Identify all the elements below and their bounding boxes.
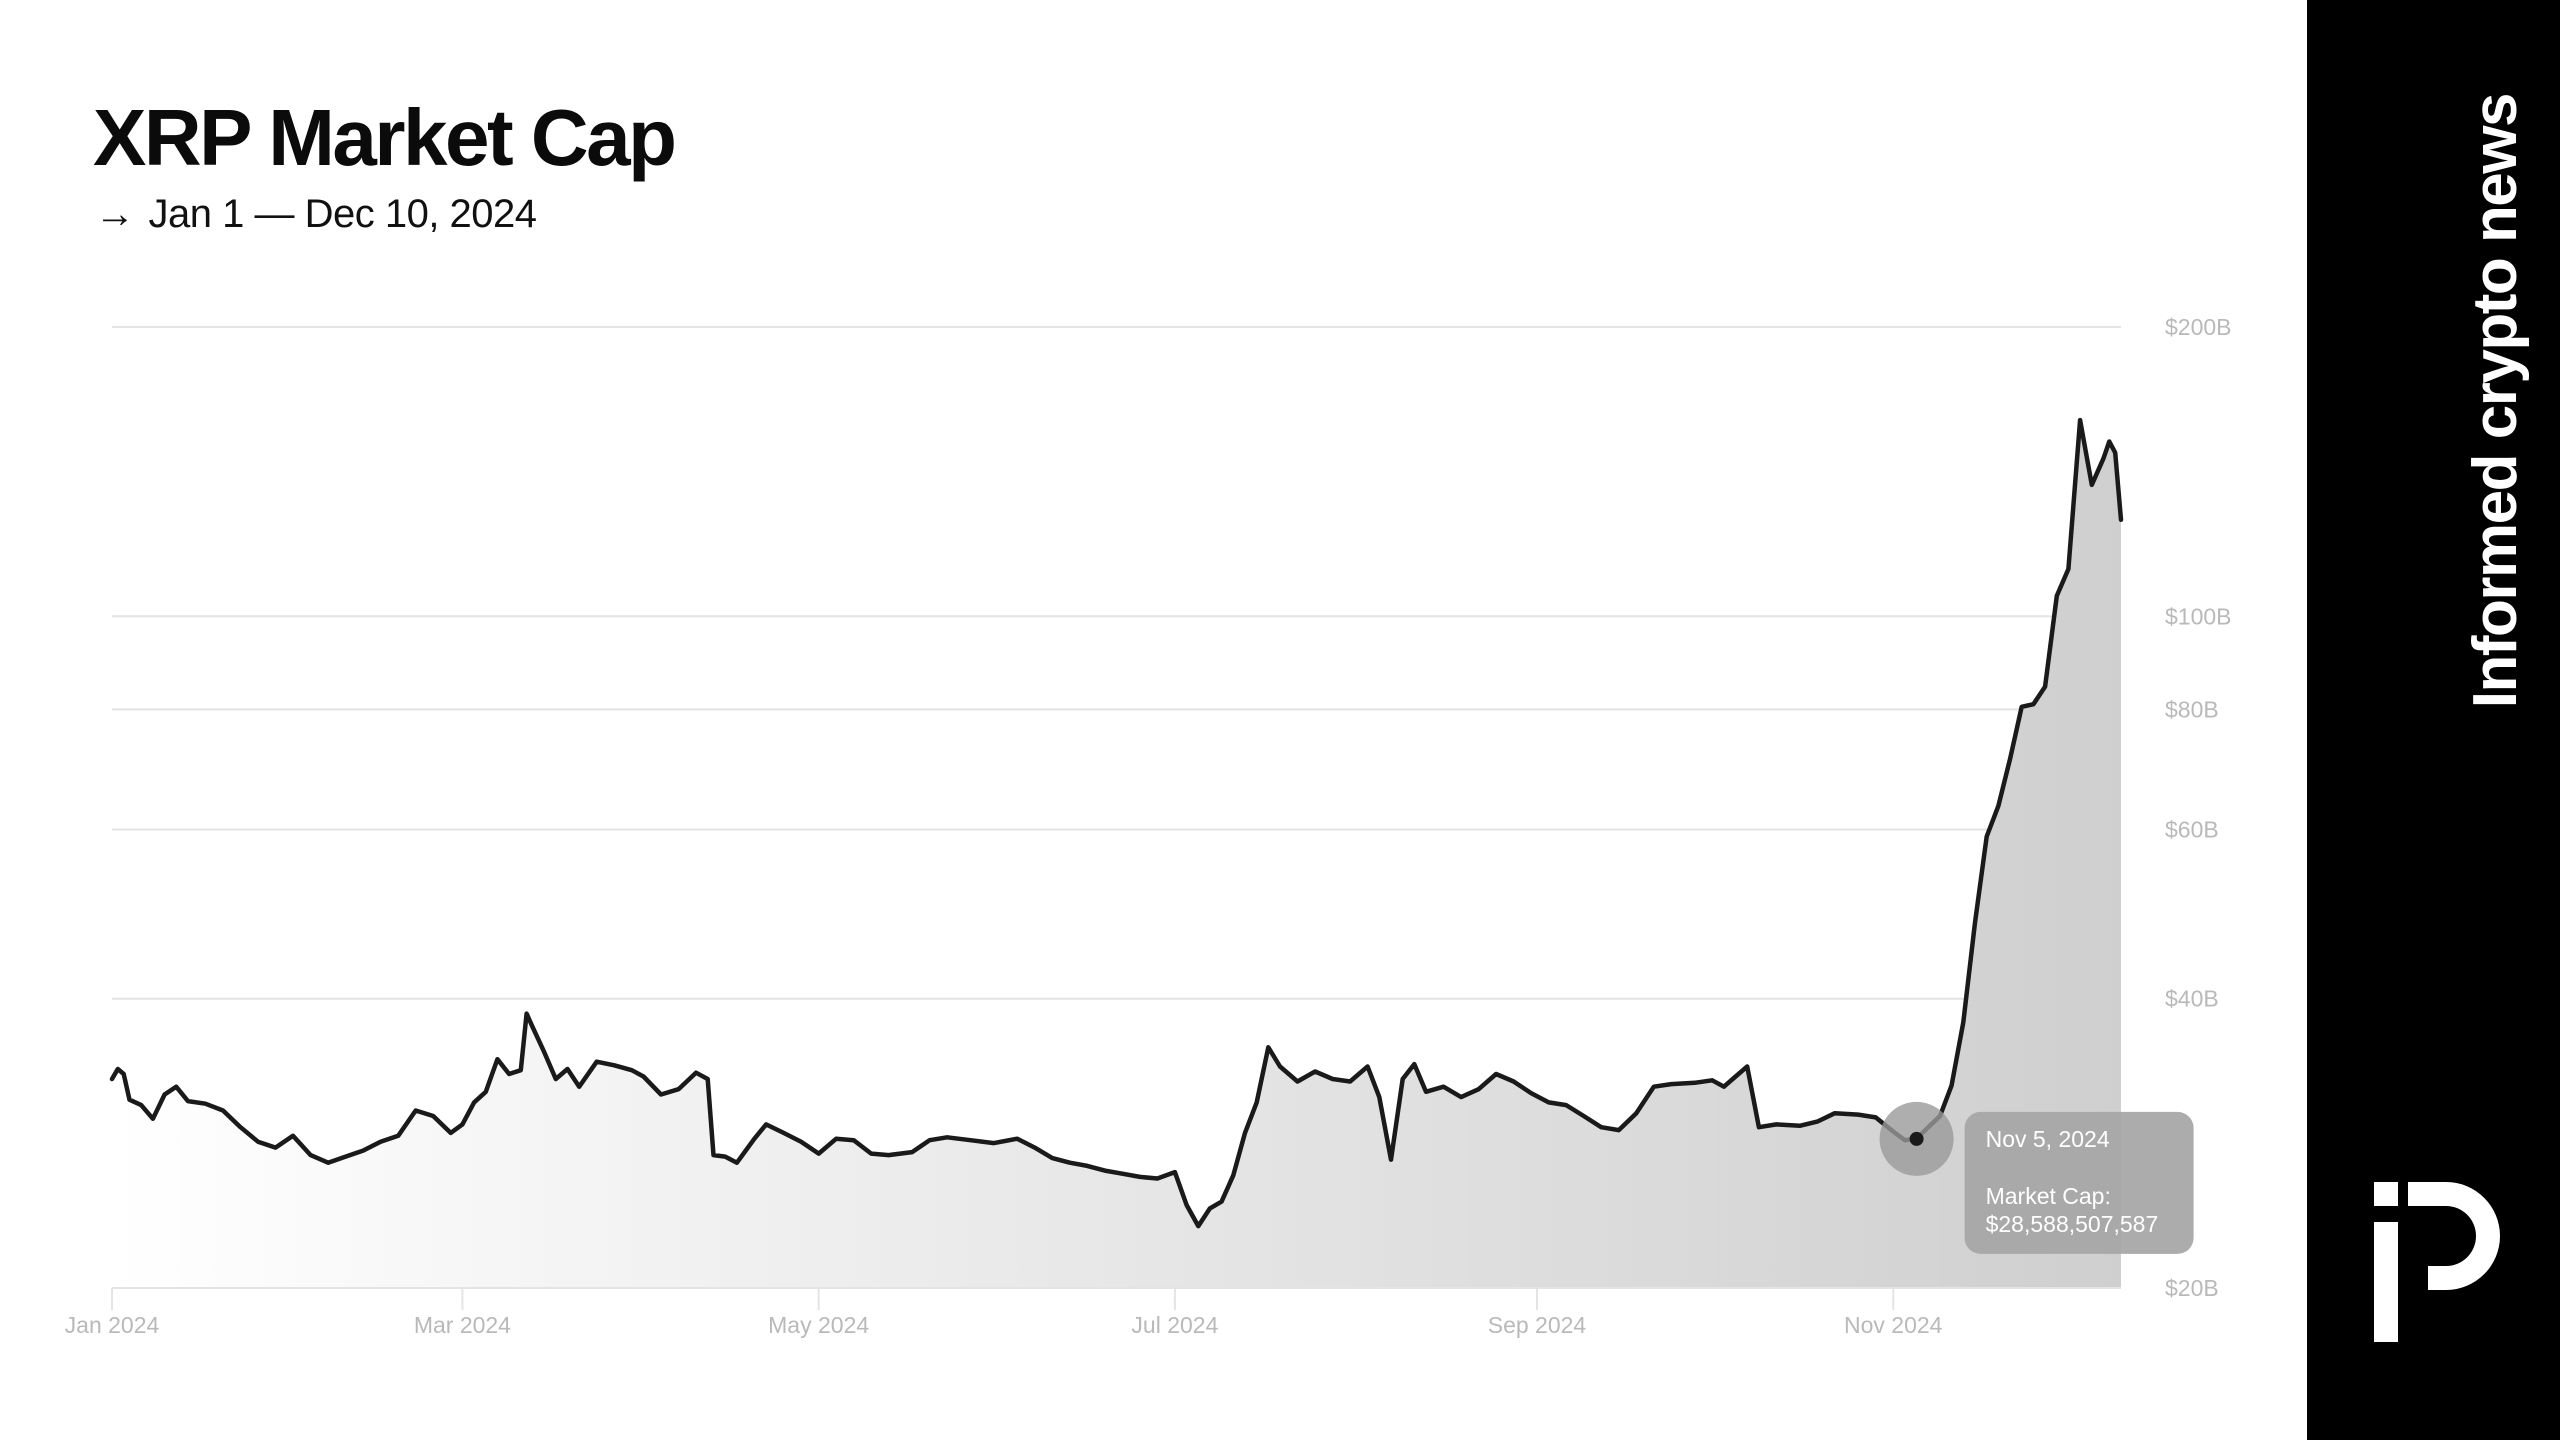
arrow-right-icon: →: [95, 192, 135, 236]
market-cap-chart[interactable]: Jan 2024 Mar 2024 May 2024 Jul 2024 Sep 2024…: [0, 0, 2307, 1440]
y-axis-ticks: $200B $100B $80B $60B $40B $20B: [2165, 314, 2232, 1301]
tooltip-label: Market Cap:: [1986, 1183, 2111, 1209]
tooltip: [1964, 1111, 2194, 1254]
tooltip-date: Nov 5, 2024: [1986, 1126, 2110, 1152]
x-tick-label: May 2024: [768, 1312, 869, 1338]
y-tick-label: $60B: [2165, 816, 2219, 842]
chart-canvas: XRP Market Cap → Jan 1 — Dec 10, 2024 Jan…: [0, 0, 2307, 1440]
highlight-point[interactable]: [1909, 1131, 1924, 1146]
grid-lines: [112, 326, 2121, 1000]
hover-highlight[interactable]: Nov 5, 2024 Market Cap: $28,588,507,587: [1879, 1101, 2194, 1254]
y-tick-label: $200B: [2165, 314, 2232, 340]
series-line: [109, 417, 2124, 1229]
y-tick-label: $40B: [2165, 986, 2219, 1012]
x-tick-label: Jan 2024: [65, 1312, 160, 1338]
date-range-label: Jan 1 — Dec 10, 2024: [148, 192, 538, 236]
x-tick-label: Sep 2024: [1488, 1312, 1587, 1338]
x-tick-label: Nov 2024: [1844, 1312, 1943, 1338]
date-range: → Jan 1 — Dec 10, 2024: [95, 192, 537, 237]
y-tick-label: $100B: [2165, 603, 2232, 629]
x-axis-ticks: Jan 2024 Mar 2024 May 2024 Jul 2024 Sep 2024…: [65, 1288, 1943, 1338]
tooltip-value: $28,588,507,587: [1986, 1211, 2159, 1237]
page-title: XRP Market Cap: [93, 93, 677, 182]
x-tick-label: Jul 2024: [1131, 1312, 1218, 1338]
brand-logo-icon: [2374, 1182, 2500, 1342]
tagline: Informed crypto news: [2461, 94, 2530, 709]
series-area: [112, 420, 2121, 1289]
x-tick-label: Mar 2024: [414, 1312, 511, 1338]
y-tick-label: $80B: [2165, 696, 2219, 722]
y-tick-label: $20B: [2165, 1275, 2219, 1301]
